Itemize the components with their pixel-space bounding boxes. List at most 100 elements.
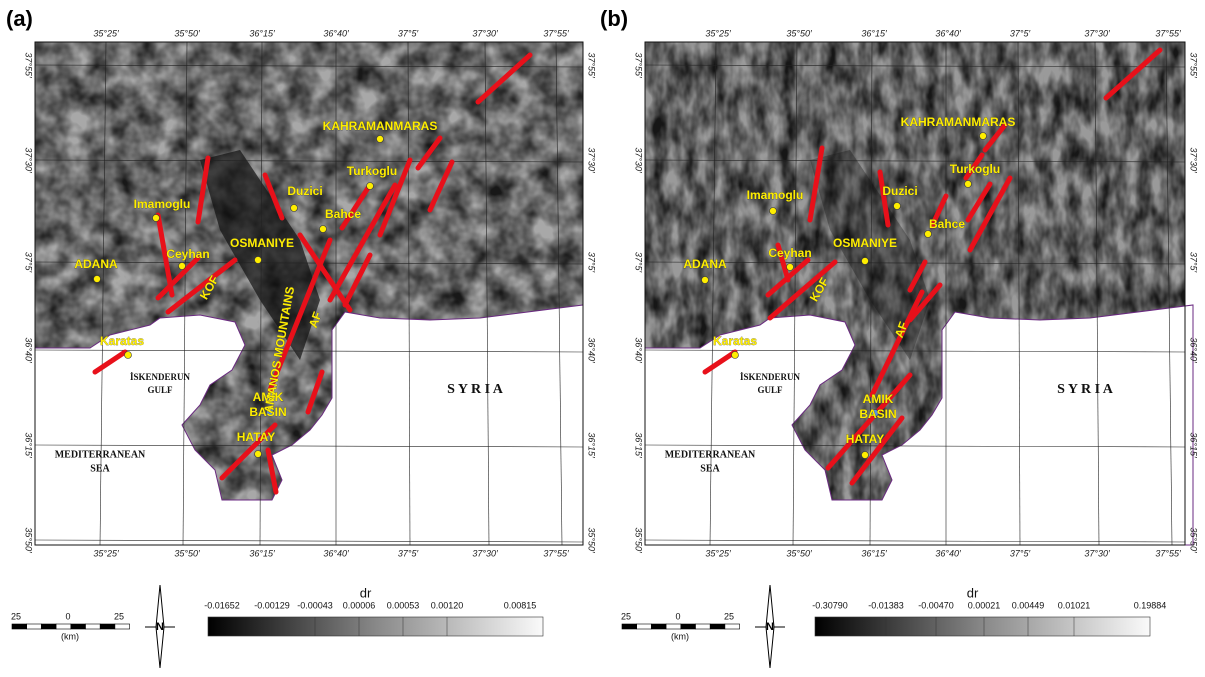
colorbar-tick-label: -0.00043 xyxy=(297,600,333,610)
colorbar-tick-label: 0.00815 xyxy=(504,600,537,610)
place-marker xyxy=(980,133,987,140)
lon-tick-label: 36°15′ xyxy=(861,28,887,38)
scale-segment xyxy=(27,624,42,629)
lat-tick-label: 37°5′ xyxy=(24,252,34,273)
figure: (a)35°25′35°25′35°50′35°50′36°15′36°15′3… xyxy=(0,0,1205,672)
place-label: HATAY xyxy=(237,430,275,444)
lat-tick-label: 37°55′ xyxy=(634,52,644,78)
place-label: HATAY xyxy=(846,432,884,446)
scale-label: 0 xyxy=(675,611,680,621)
lat-tick-label: 37°5′ xyxy=(634,252,644,273)
place-marker xyxy=(862,258,869,265)
scale-segment xyxy=(115,624,130,629)
lat-tick-label: 37°5′ xyxy=(1189,252,1199,273)
colorbar-tick-label: 0.00120 xyxy=(431,600,464,610)
lon-tick-label: 36°40′ xyxy=(935,548,961,558)
lon-tick-label: 37°30′ xyxy=(1084,548,1110,558)
lat-tick-label: 36°40′ xyxy=(634,337,644,363)
scale-unit: (km) xyxy=(61,631,79,641)
place-label: Bahce xyxy=(929,217,965,231)
north-label: N xyxy=(156,621,164,633)
lat-tick-label: 36°15′ xyxy=(634,432,644,458)
region-label: İSKENDERUN xyxy=(130,372,191,382)
lon-tick-label: 37°55′ xyxy=(1155,28,1181,38)
place-label: KAHRAMANMARAS xyxy=(901,115,1016,129)
lon-tick-label: 37°5′ xyxy=(398,28,419,38)
lat-tick-label: 36°15′ xyxy=(1189,432,1199,458)
place-marker xyxy=(862,452,869,459)
lon-tick-label: 35°25′ xyxy=(705,548,731,558)
scale-segment xyxy=(725,624,740,629)
lon-tick-label: 37°30′ xyxy=(1084,28,1110,38)
colorbar-tick-label: -0.30790 xyxy=(812,600,848,610)
region-label: S Y R I A xyxy=(447,382,504,397)
colorbar-tick-label: 0.01021 xyxy=(1058,600,1091,610)
colorbar-tick-label: -0.01652 xyxy=(204,600,240,610)
scale-segment xyxy=(86,624,101,629)
colorbar-tick-label: 0.00006 xyxy=(343,600,376,610)
lon-tick-label: 35°25′ xyxy=(705,28,731,38)
lat-tick-label: 35°50′ xyxy=(587,527,597,553)
lon-tick-label: 37°5′ xyxy=(398,548,419,558)
lon-tick-label: 37°55′ xyxy=(543,28,569,38)
lat-tick-label: 35°50′ xyxy=(634,527,644,553)
lon-tick-label: 35°50′ xyxy=(786,28,812,38)
lon-tick-label: 37°55′ xyxy=(1155,548,1181,558)
place-label: Ceyhan xyxy=(166,247,209,261)
map-panel: (a)35°25′35°25′35°50′35°50′36°15′36°15′3… xyxy=(6,6,597,668)
lon-tick-label: 36°40′ xyxy=(323,28,349,38)
scale-segment xyxy=(666,624,681,629)
place-marker xyxy=(94,276,101,283)
scale-segment xyxy=(71,624,86,629)
scale-segment xyxy=(696,624,711,629)
lon-tick-label: 35°25′ xyxy=(93,548,119,558)
place-label: Karatas xyxy=(100,334,144,348)
colorbar-title: dr xyxy=(360,585,372,600)
place-marker xyxy=(153,215,160,222)
scale-label: 25 xyxy=(621,611,631,621)
lat-tick-label: 37°30′ xyxy=(587,147,597,173)
place-marker xyxy=(320,226,327,233)
lon-tick-label: 35°50′ xyxy=(174,548,200,558)
place-label: BASIN xyxy=(859,407,896,421)
place-marker xyxy=(179,263,186,270)
colorbar-tick-label: 0.00053 xyxy=(387,600,420,610)
place-label: Turkoglu xyxy=(347,164,397,178)
place-label: Ceyhan xyxy=(768,246,811,260)
place-label: AMIK xyxy=(863,392,894,406)
region-label: GULF xyxy=(147,385,173,395)
scale-segment xyxy=(56,624,71,629)
region-label: İSKENDERUN xyxy=(740,372,801,382)
lat-tick-label: 35°50′ xyxy=(1189,527,1199,553)
lat-tick-label: 37°30′ xyxy=(634,147,644,173)
colorbar-tick-label: -0.00470 xyxy=(918,600,954,610)
lon-tick-label: 35°50′ xyxy=(174,28,200,38)
colorbar-tick-label: 0.19884 xyxy=(1134,600,1167,610)
place-label: ADANA xyxy=(74,257,118,271)
place-marker xyxy=(377,136,384,143)
place-label: Duzici xyxy=(287,184,322,198)
lat-tick-label: 37°30′ xyxy=(1189,147,1199,173)
map-panel: (b)35°25′35°25′35°50′35°50′36°15′36°15′3… xyxy=(600,6,1199,668)
place-label: Imamoglu xyxy=(134,197,191,211)
scale-label: 25 xyxy=(724,611,734,621)
place-label: ADANA xyxy=(683,257,727,271)
colorbar-tick-label: -0.01383 xyxy=(868,600,904,610)
scale-label: 0 xyxy=(65,611,70,621)
place-label: Duzici xyxy=(882,184,917,198)
region-label: SEA xyxy=(700,463,720,474)
lon-tick-label: 37°30′ xyxy=(472,28,498,38)
place-marker xyxy=(894,203,901,210)
place-marker xyxy=(965,181,972,188)
lat-tick-label: 36°40′ xyxy=(24,337,34,363)
scale-segment xyxy=(41,624,56,629)
lon-tick-label: 36°15′ xyxy=(249,548,275,558)
scale-segment xyxy=(12,624,27,629)
place-label: Karatas xyxy=(713,334,757,348)
place-marker xyxy=(732,352,739,359)
scale-segment xyxy=(710,624,725,629)
region-label: MEDITERRANEAN xyxy=(665,449,756,460)
